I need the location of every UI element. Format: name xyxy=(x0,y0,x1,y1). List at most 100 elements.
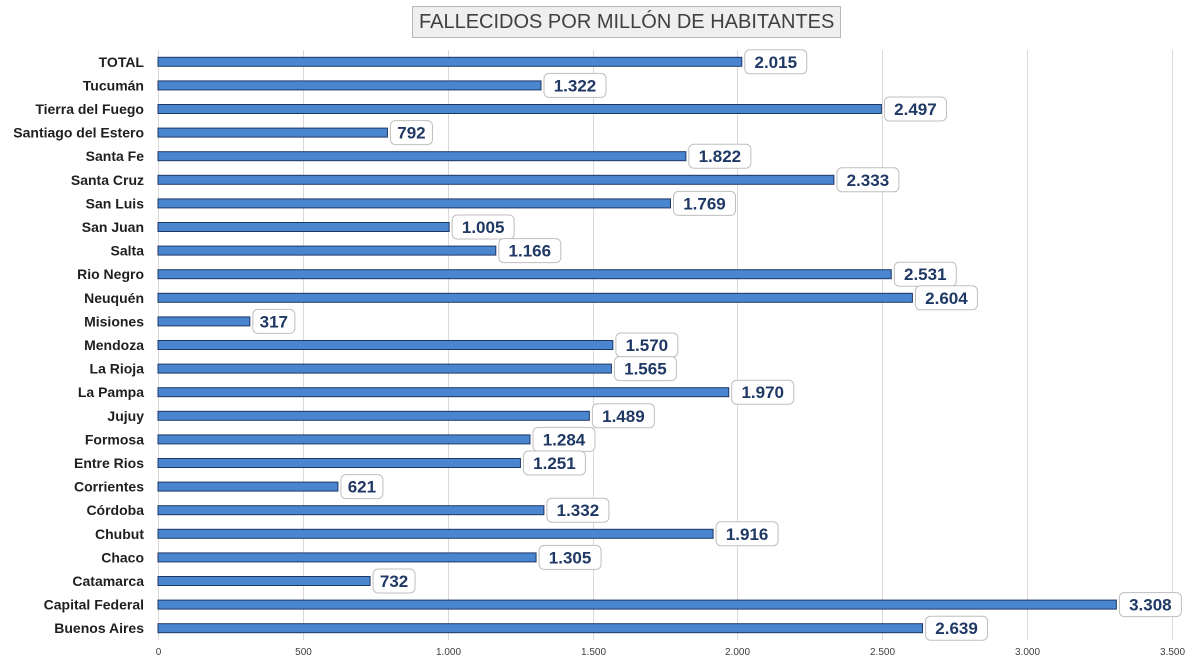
category-label: Tierra del Fuego xyxy=(35,101,144,117)
bar xyxy=(157,222,450,232)
category-label: Córdoba xyxy=(86,502,144,518)
data-label: 1.332 xyxy=(557,501,600,520)
data-label-box xyxy=(914,285,978,311)
data-label-box xyxy=(538,544,602,570)
bar xyxy=(157,292,913,303)
bar xyxy=(157,505,545,516)
bar xyxy=(157,104,882,114)
category-label: Misiones xyxy=(84,313,144,329)
data-label: 1.251 xyxy=(533,454,576,473)
data-label-box xyxy=(925,615,989,641)
data-label: 1.322 xyxy=(554,76,597,95)
data-label: 1.822 xyxy=(699,147,742,166)
bars xyxy=(157,56,1117,634)
data-label: 2.604 xyxy=(925,289,968,308)
category-label: Tucumán xyxy=(83,77,144,93)
data-label-box xyxy=(372,568,416,594)
category-label: Catamarca xyxy=(72,573,144,589)
x-tick-label: 1.500 xyxy=(581,647,606,658)
category-label: Entre Rios xyxy=(74,455,144,471)
x-tick-label: 0 xyxy=(156,647,162,658)
category-label: San Luis xyxy=(86,195,145,211)
bar xyxy=(157,340,614,350)
category-label: Capital Federal xyxy=(44,597,144,613)
bar xyxy=(157,387,730,398)
chart-title: FALLECIDOS POR MILLÓN DE HABITANTES xyxy=(412,6,842,38)
category-label: Buenos Aires xyxy=(54,620,144,636)
data-label-box xyxy=(688,143,752,169)
category-label: San Juan xyxy=(82,219,144,235)
data-label-box xyxy=(543,72,607,98)
bar xyxy=(157,174,835,185)
x-tick-label: 3.500 xyxy=(1160,647,1185,658)
x-tick-label: 500 xyxy=(295,647,312,658)
bar xyxy=(157,552,537,563)
bar xyxy=(157,269,892,280)
category-label: Chubut xyxy=(95,526,144,542)
category-label: Santa Fe xyxy=(86,148,145,164)
data-label: 2.531 xyxy=(904,265,947,284)
data-label-box xyxy=(451,214,515,240)
data-label: 2.333 xyxy=(847,171,890,190)
data-label: 1.005 xyxy=(462,218,505,237)
bar xyxy=(157,458,521,468)
category-label: TOTAL xyxy=(99,54,145,70)
data-label: 317 xyxy=(260,312,288,331)
value-labels: 2.0151.3222.4977921.8222.3331.7691.0051.… xyxy=(252,49,1182,641)
data-label: 1.305 xyxy=(549,548,592,567)
data-label: 1.565 xyxy=(624,360,667,379)
category-label: La Rioja xyxy=(90,361,145,377)
data-label-box xyxy=(715,521,779,547)
category-label: Chaco xyxy=(101,549,144,565)
data-label: 1.284 xyxy=(543,430,586,449)
category-label: Salta xyxy=(111,243,145,259)
data-label-box xyxy=(522,450,586,476)
data-label-box xyxy=(1118,592,1182,618)
bar xyxy=(157,80,542,91)
category-label: Santa Cruz xyxy=(71,172,144,188)
bar xyxy=(157,599,1117,610)
data-label-box xyxy=(883,96,947,122)
data-label: 1.970 xyxy=(741,383,784,402)
category-label: Rio Negro xyxy=(77,266,144,282)
bar xyxy=(157,316,251,327)
bar xyxy=(157,410,590,421)
bar xyxy=(157,434,531,445)
data-label: 792 xyxy=(397,124,425,143)
data-label: 2.639 xyxy=(935,619,978,638)
data-label: 1.916 xyxy=(726,525,769,544)
data-label: 3.308 xyxy=(1129,596,1172,615)
bar xyxy=(157,528,714,539)
bar xyxy=(157,623,924,634)
data-label-box xyxy=(498,238,562,264)
category-label: Neuquén xyxy=(84,290,144,306)
data-label-box xyxy=(340,474,384,500)
data-label-box xyxy=(591,403,655,429)
category-labels: TOTAL Tucumán Tierra del Fuego Santiago del… xyxy=(13,54,144,636)
data-label-box xyxy=(389,120,433,146)
data-label-box xyxy=(744,49,808,75)
category-label: Jujuy xyxy=(107,408,144,424)
data-label: 2.015 xyxy=(755,53,798,72)
data-label: 621 xyxy=(348,478,376,497)
data-label: 732 xyxy=(380,572,408,591)
data-label: 1.570 xyxy=(626,336,669,355)
x-tick-label: 3.000 xyxy=(1015,647,1040,658)
data-label-box xyxy=(252,308,296,334)
data-label-box xyxy=(673,190,737,216)
bar xyxy=(157,363,612,374)
bar xyxy=(157,198,672,209)
category-label: Santiago del Estero xyxy=(13,125,144,141)
category-label: La Pampa xyxy=(78,384,144,400)
bar xyxy=(157,576,371,586)
data-label: 1.166 xyxy=(509,242,552,261)
data-label-box xyxy=(546,497,610,523)
x-tick-label: 1.000 xyxy=(436,647,461,658)
category-label: Mendoza xyxy=(84,337,144,353)
data-label-box xyxy=(731,379,795,405)
data-label: 1.489 xyxy=(602,407,645,426)
data-label: 2.497 xyxy=(894,100,937,119)
data-label: 1.769 xyxy=(683,194,726,213)
bar xyxy=(157,481,339,492)
